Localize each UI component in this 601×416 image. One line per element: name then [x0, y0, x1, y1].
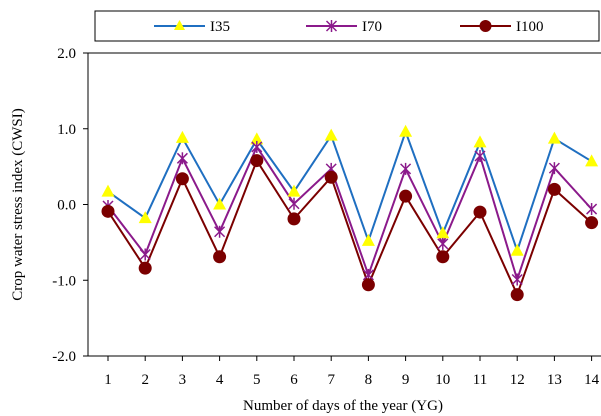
data-point-i70 [214, 225, 226, 238]
x-tick-label: 14 [584, 372, 600, 388]
data-point-i100 [585, 216, 599, 230]
data-point-i35 [436, 226, 450, 239]
data-point-i100 [250, 154, 264, 168]
x-tick-label: 5 [253, 372, 261, 388]
y-tick-label: 0.0 [57, 198, 76, 214]
series-markers [101, 124, 599, 302]
data-point-i100 [324, 170, 338, 184]
data-point-i35 [547, 131, 561, 144]
series-line-i35 [107, 128, 593, 254]
x-tick-label: 1 [104, 372, 112, 388]
data-point-i100 [399, 189, 413, 203]
data-point-i70 [474, 150, 486, 163]
series-line-i100 [107, 158, 593, 298]
data-point-i70 [400, 162, 412, 175]
x-tick-label: 3 [179, 372, 187, 388]
legend-item-i100: I100 [460, 19, 544, 35]
x-axis-title: Number of days of the year (YG) [243, 398, 443, 414]
x-tick-label: 13 [547, 372, 562, 388]
data-point-i70 [548, 162, 560, 175]
y-axis-ticks: -2.0 -1.0 0.0 1.0 2.0 [52, 46, 88, 365]
x-tick-label: 6 [290, 372, 298, 388]
data-point-i35 [213, 197, 227, 210]
y-tick-label: 2.0 [57, 46, 76, 62]
data-point-i100 [138, 261, 152, 275]
data-point-i100 [361, 278, 375, 292]
y-tick-label: -2.0 [52, 349, 76, 365]
data-point-i35 [361, 233, 375, 246]
x-tick-label: 4 [216, 372, 224, 388]
data-point-i70 [511, 273, 523, 286]
x-tick-label: 2 [141, 372, 149, 388]
data-point-i70 [176, 152, 188, 165]
data-point-i70 [251, 140, 263, 153]
data-point-i35 [175, 130, 189, 143]
x-tick-label: 11 [473, 372, 487, 388]
data-point-i70 [437, 237, 449, 250]
data-point-i100 [473, 205, 487, 219]
legend-marker-i70 [325, 20, 338, 32]
data-point-i70 [139, 248, 151, 261]
data-point-i70 [586, 203, 598, 216]
data-point-i100 [213, 250, 227, 264]
legend-item-i35: I35 [154, 19, 230, 35]
data-point-i35 [510, 243, 524, 256]
y-tick-label: 1.0 [57, 122, 76, 138]
data-point-i100 [101, 204, 115, 218]
legend-marker-i100 [479, 20, 492, 32]
y-tick-label: -1.0 [52, 273, 76, 289]
x-tick-label: 12 [510, 372, 525, 388]
data-point-i35 [399, 124, 413, 137]
data-point-i100 [510, 288, 524, 302]
data-point-i35 [101, 184, 115, 197]
series-line-i70 [107, 144, 593, 283]
y-axis-title: Crop water stress index (CWSI) [10, 108, 26, 300]
data-point-i35 [287, 184, 301, 197]
legend-label-i70: I70 [362, 19, 382, 35]
data-point-i35 [473, 135, 487, 148]
x-tick-label: 9 [402, 372, 410, 388]
legend-label-i35: I35 [210, 19, 230, 35]
legend-item-i70: I70 [306, 19, 382, 35]
data-point-i100 [436, 250, 450, 264]
x-tick-label: 10 [435, 372, 450, 388]
data-point-i100 [175, 172, 189, 186]
x-tick-label: 7 [327, 372, 335, 388]
data-point-i35 [324, 128, 338, 141]
data-point-i100 [547, 182, 561, 196]
data-point-i100 [287, 212, 301, 226]
x-tick-label: 8 [365, 372, 373, 388]
data-point-i35 [138, 211, 152, 224]
data-point-i35 [250, 132, 264, 145]
x-axis-ticks: 1 2 3 4 5 6 7 8 9 10 11 12 13 14 [104, 356, 600, 388]
legend-label-i100: I100 [516, 19, 544, 35]
series-lines [107, 128, 593, 298]
legend-marker-i35 [174, 20, 185, 30]
data-point-i70 [288, 197, 300, 210]
data-point-i35 [585, 154, 599, 167]
